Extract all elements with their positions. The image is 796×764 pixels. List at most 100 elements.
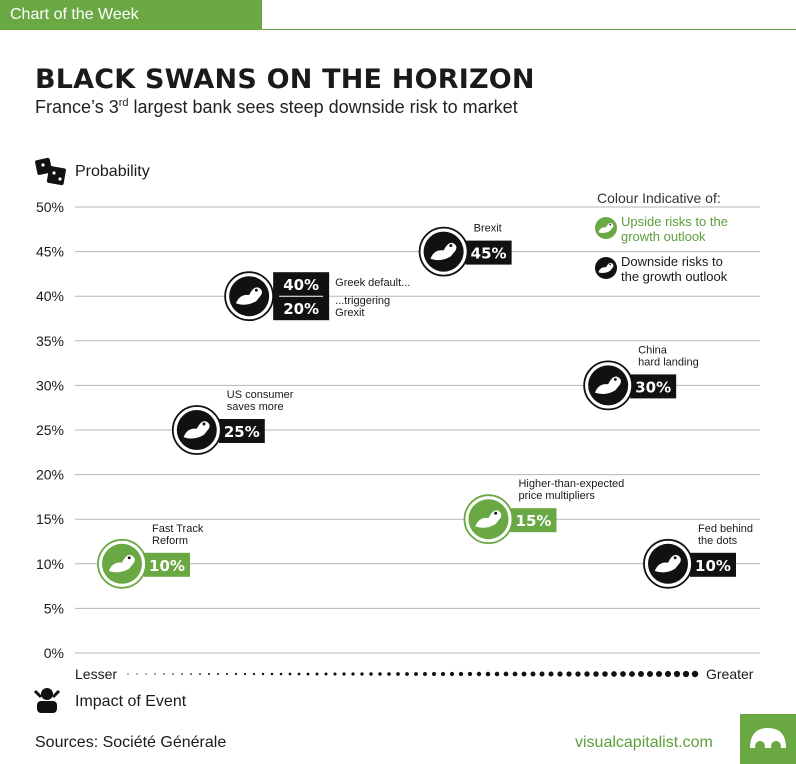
- impact-dot: [467, 671, 473, 677]
- impact-dot: [297, 672, 301, 676]
- impact-dot: [252, 672, 256, 676]
- legend-label: the growth outlook: [621, 269, 728, 284]
- impact-dot: [154, 673, 156, 675]
- point-label: Grexit: [335, 307, 364, 319]
- impact-dot: [127, 673, 129, 675]
- y-tick-label: 5%: [44, 600, 64, 616]
- sources-text: Sources: Société Générale: [35, 734, 227, 751]
- impact-dot: [387, 672, 391, 676]
- swan-icon: [183, 421, 210, 439]
- impact-dot: [414, 672, 418, 676]
- impact-dot: [333, 672, 337, 676]
- y-tick-label: 25%: [36, 422, 64, 438]
- x-axis-min-label: Lesser: [75, 666, 117, 682]
- impact-dot: [476, 671, 482, 677]
- impact-dot: [530, 671, 536, 677]
- swan-eye: [254, 288, 258, 292]
- value-label: 20%: [283, 300, 319, 318]
- impact-dot: [602, 671, 608, 677]
- impact-dot: [629, 671, 635, 677]
- subtitle-pre: France’s 3: [35, 97, 119, 117]
- impact-dot: [199, 673, 201, 675]
- value-label: 30%: [635, 378, 671, 396]
- point-label: US consumer: [227, 389, 294, 401]
- value-box: [510, 508, 557, 533]
- impact-dot: [593, 671, 599, 677]
- point-label: Fed behind: [698, 523, 753, 535]
- y-axis-label: Probability: [75, 163, 150, 180]
- value-label: 45%: [471, 245, 507, 263]
- impact-dot: [243, 672, 247, 676]
- impact-dot: [691, 670, 699, 678]
- dice-icon: [35, 157, 66, 186]
- impact-dot: [270, 672, 274, 676]
- value-label: 40%: [283, 276, 319, 294]
- subtitle-sup: rd: [118, 97, 129, 109]
- subtitle-post: largest bank sees steep downside risk to…: [128, 97, 518, 117]
- impact-dot: [190, 673, 192, 675]
- impact-dot: [485, 671, 491, 677]
- impact-dot: [440, 671, 446, 677]
- swan-eye: [609, 263, 612, 266]
- impact-dot: [423, 672, 427, 676]
- impact-dot: [136, 673, 138, 675]
- y-tick-label: 10%: [36, 556, 64, 572]
- page-title: BLACK SWANS ON THE HORIZON: [35, 64, 535, 95]
- impact-dot: [145, 673, 147, 675]
- point-label: Fast Track: [152, 523, 204, 535]
- impact-dot: [620, 671, 626, 677]
- swan-icon: [598, 262, 614, 273]
- impact-dot: [261, 672, 265, 676]
- banner-rule: [262, 29, 796, 30]
- y-axis: 0% 5% 10% 15% 20% 25% 30% 35% 40% 45% 50%: [36, 199, 64, 661]
- value-label: 10%: [149, 557, 185, 575]
- value-label: 10%: [695, 557, 731, 575]
- logo-icon: [750, 728, 786, 751]
- point-label: ...triggering: [335, 295, 390, 307]
- impact-dot: [342, 672, 346, 676]
- impact-dot: [494, 671, 500, 677]
- y-tick-label: 15%: [36, 511, 64, 527]
- value-box: [690, 552, 736, 577]
- impact-dot: [557, 671, 563, 677]
- impact-dot: [163, 673, 165, 675]
- impact-dot: [234, 672, 238, 676]
- impact-dot: [306, 672, 310, 676]
- logo: [740, 714, 796, 764]
- x-axis-max-label: Greater: [706, 666, 754, 682]
- impact-dot: [548, 671, 554, 677]
- impact-dot: [584, 671, 590, 677]
- point-brexit: 45% Brexit: [418, 223, 512, 277]
- impact-dot: [566, 671, 572, 677]
- impact-gradient-dots: [127, 670, 699, 678]
- impact-dot: [396, 672, 400, 676]
- point-label: saves more: [227, 401, 284, 413]
- swan-eye: [127, 556, 131, 560]
- page-subtitle: France’s 3rd largest bank sees steep dow…: [35, 97, 518, 118]
- swan-eye: [494, 511, 498, 515]
- person-icon: [33, 688, 61, 713]
- swan-eye: [673, 556, 677, 560]
- impact-dot: [682, 670, 690, 678]
- impact-dot: [324, 672, 328, 676]
- banner-text: Chart of the Week: [10, 6, 139, 23]
- swan-icon: [235, 287, 262, 305]
- impact-dot: [378, 672, 382, 676]
- legend-label: Upside risks to the: [621, 214, 728, 229]
- value-label: 25%: [224, 423, 260, 441]
- site-link[interactable]: visualcapitalist.com: [575, 734, 713, 751]
- swan-icon: [654, 554, 681, 573]
- impact-dot: [647, 671, 653, 677]
- y-tick-label: 50%: [36, 199, 64, 215]
- legend-label: growth outlook: [621, 229, 706, 244]
- impact-dot: [216, 672, 220, 676]
- point-label: Greek default...: [335, 277, 410, 289]
- impact-dot: [539, 671, 545, 677]
- y-tick-label: 40%: [36, 288, 64, 304]
- y-tick-label: 35%: [36, 333, 64, 349]
- chart-of-week-banner: Chart of the Week: [0, 0, 262, 30]
